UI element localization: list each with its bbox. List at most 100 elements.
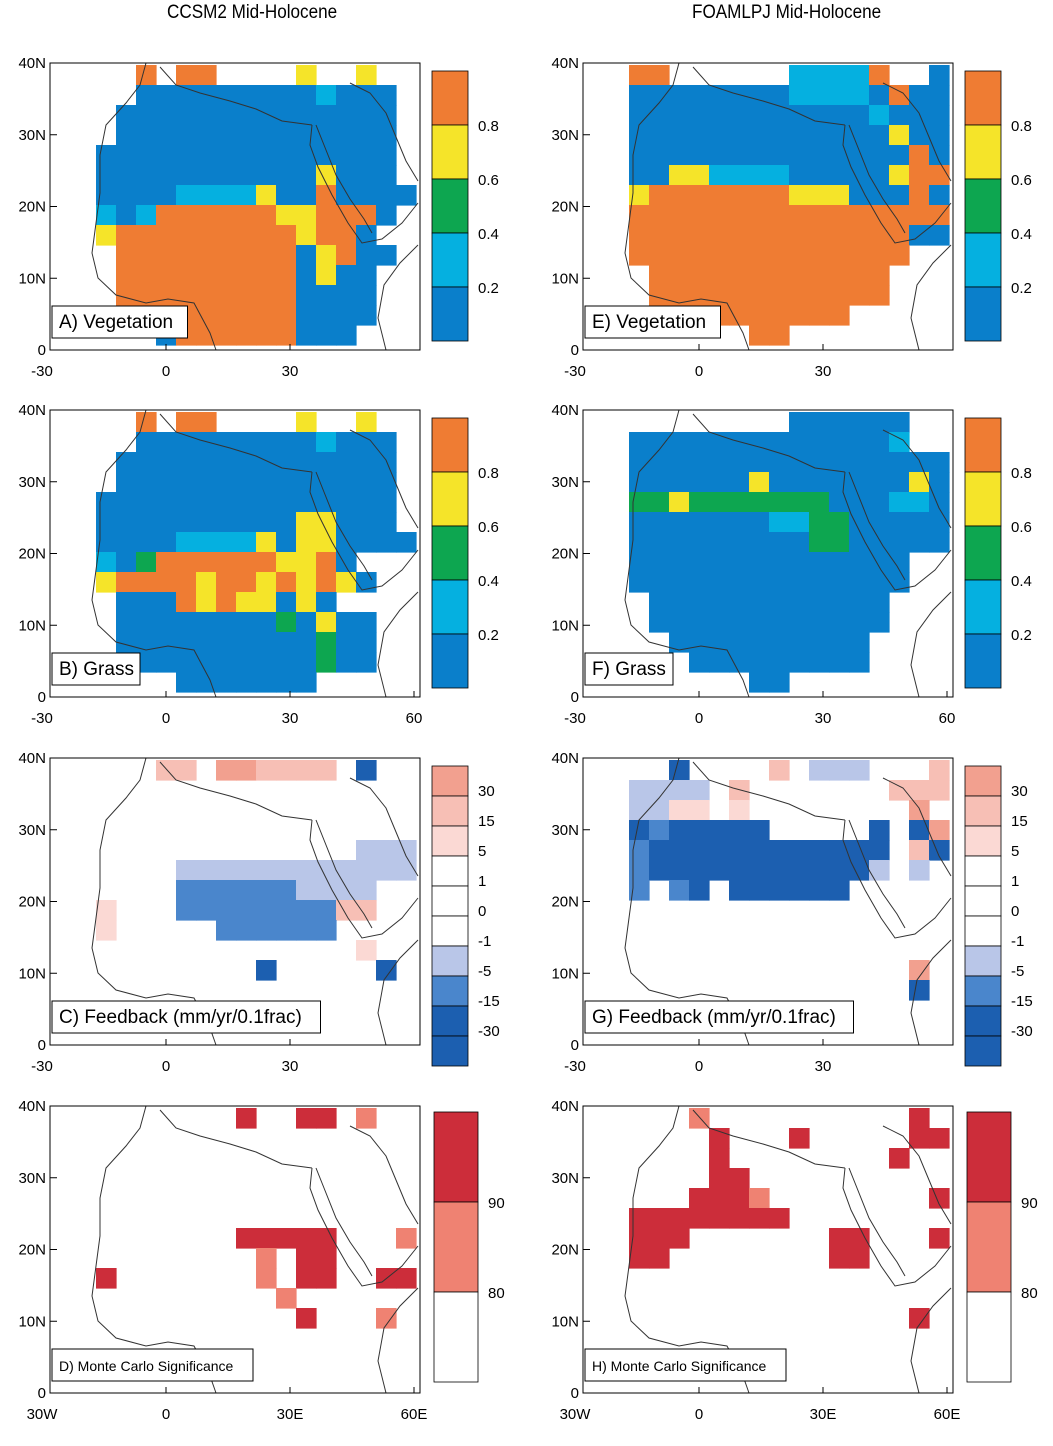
grid-cell	[789, 1128, 810, 1149]
y-tick-label: 0	[571, 689, 579, 706]
grid-cell	[256, 920, 277, 941]
grid-cell	[276, 920, 297, 941]
y-tick-label: 20N	[551, 546, 579, 563]
grid-cell	[136, 552, 157, 573]
grid-cell	[669, 512, 690, 533]
grid-cell	[869, 572, 890, 593]
grid-cell	[316, 612, 337, 633]
grid-cell	[176, 552, 197, 573]
grid-cell	[96, 165, 117, 186]
colorbar-swatch	[431, 825, 469, 857]
grid-cell	[176, 452, 197, 473]
grid-cell	[376, 512, 397, 533]
grid-cell	[809, 305, 830, 326]
grid-cell	[669, 225, 690, 246]
grid-cell	[356, 305, 377, 326]
colorbar: 0.8 0.6 0.4 0.2	[431, 70, 499, 342]
grid-cell	[809, 205, 830, 226]
grid-cell	[769, 652, 790, 673]
grid-cell	[789, 205, 810, 226]
grid-cell	[809, 840, 830, 861]
grid-cell	[136, 592, 157, 613]
grid-cell	[136, 265, 157, 286]
grid-cell	[236, 860, 257, 881]
grid-cell	[749, 325, 770, 346]
grid-cell	[929, 1228, 950, 1249]
grid-cell	[829, 185, 850, 206]
grid-cell	[669, 820, 690, 841]
grid-cell	[256, 960, 277, 981]
grid-cell	[356, 760, 377, 781]
grid-cell	[276, 632, 297, 653]
grid-cell	[336, 145, 357, 166]
x-tick-label: 30	[815, 363, 832, 380]
grid-cell	[749, 880, 770, 901]
y-tick-label: 10N	[18, 965, 46, 982]
grid-cell	[649, 472, 670, 493]
grid-cell	[629, 780, 650, 801]
grid-cell	[889, 1148, 910, 1169]
grid-cell	[709, 265, 730, 286]
grid-cell	[629, 840, 650, 861]
grid-cell	[909, 800, 930, 821]
grid-cell	[749, 820, 770, 841]
grid-cell	[649, 205, 670, 226]
grid-cell	[296, 105, 317, 126]
grid-cell	[236, 325, 257, 346]
grid-cell	[356, 512, 377, 533]
grid-cell	[649, 165, 670, 186]
grid-cell	[789, 652, 810, 673]
grid-cell	[336, 305, 357, 326]
grid-cell	[829, 225, 850, 246]
grid-cell	[869, 85, 890, 106]
panel-label: H) Monte Carlo Significance	[592, 1358, 767, 1374]
grid-cell	[216, 145, 237, 166]
colorbar-swatch	[431, 178, 469, 234]
grid-cell	[789, 632, 810, 653]
grid-cell	[909, 492, 930, 513]
grid-cell	[376, 472, 397, 493]
grid-cell	[709, 840, 730, 861]
colorbar-label: -30	[478, 1023, 500, 1040]
grid-cell	[316, 452, 337, 473]
grid-cell	[689, 145, 710, 166]
grid-cell	[929, 760, 950, 781]
y-tick-label: 0	[571, 1037, 579, 1054]
grid-cell	[929, 85, 950, 106]
grid-cell	[909, 85, 930, 106]
grid-cell	[256, 552, 277, 573]
grid-cell	[296, 900, 317, 921]
grid-cell	[196, 572, 217, 593]
grid-cell	[829, 760, 850, 781]
grid-cell	[749, 840, 770, 861]
grid-cell	[296, 592, 317, 613]
grid-cell	[296, 245, 317, 266]
grid-cell	[689, 880, 710, 901]
grid-cell	[629, 472, 650, 493]
grid-cell	[196, 65, 217, 86]
grid-cell	[809, 860, 830, 881]
grid-cell	[156, 472, 177, 493]
grid-cell	[689, 840, 710, 861]
grid-cell	[769, 105, 790, 126]
grid-cell	[176, 145, 197, 166]
grid-cell	[216, 325, 237, 346]
grid-cell	[709, 1148, 730, 1169]
grid-cell	[156, 612, 177, 633]
grid-cell	[196, 245, 217, 266]
grid-cell	[196, 492, 217, 513]
grid-cell	[176, 225, 197, 246]
coastline	[624, 1105, 952, 1394]
grid-cell	[809, 632, 830, 653]
grid-cell	[276, 1288, 297, 1309]
panel-d: 40N 30N 20N 10N 0 30W 0 30E 60E D) Monte Carlo Si…	[0, 1096, 504, 1441]
x-tick-label: -30	[564, 363, 586, 380]
grid-cell	[669, 452, 690, 473]
grid-cell	[256, 285, 277, 306]
grid-cell	[376, 125, 397, 146]
grid-cell	[889, 492, 910, 513]
colorbar-swatch	[431, 945, 469, 977]
grid-cell	[216, 265, 237, 286]
grid-cell	[216, 880, 237, 901]
